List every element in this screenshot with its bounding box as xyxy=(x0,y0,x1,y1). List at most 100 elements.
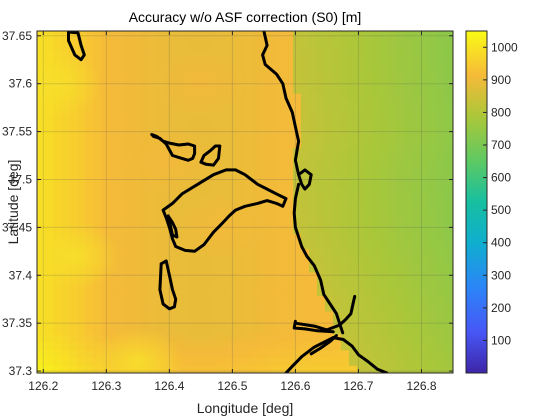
heatmap-cell xyxy=(421,264,430,273)
heatmap-cell xyxy=(325,279,334,289)
heatmap-cell xyxy=(413,310,422,320)
heatmap-cell xyxy=(333,209,342,219)
heatmap-cell xyxy=(325,209,334,219)
heatmap-cell xyxy=(205,178,214,188)
heatmap-cell xyxy=(85,318,94,327)
heatmap-cell xyxy=(221,124,230,133)
heatmap-cell xyxy=(245,163,254,172)
heatmap-cell xyxy=(373,155,382,164)
heatmap-cell xyxy=(333,303,342,312)
heatmap-cell xyxy=(261,310,270,320)
heatmap-cell xyxy=(277,287,286,296)
heatmap-cell xyxy=(357,139,366,149)
heatmap-cell xyxy=(125,108,134,118)
heatmap-cell xyxy=(245,279,254,289)
heatmap-cell xyxy=(413,139,422,149)
heatmap-cell xyxy=(405,54,414,63)
coastline-path xyxy=(261,31,313,191)
heatmap-cell xyxy=(101,93,110,102)
heatmap-cell xyxy=(149,318,158,327)
heatmap-cell xyxy=(413,264,422,273)
heatmap-cell xyxy=(373,264,382,273)
heatmap-cell xyxy=(53,209,62,219)
heatmap-cell xyxy=(397,217,406,226)
heatmap-cell xyxy=(101,326,110,335)
heatmap-cell xyxy=(133,194,142,203)
heatmap-cell xyxy=(125,225,134,234)
heatmap-cell xyxy=(269,93,278,102)
heatmap-cell xyxy=(413,31,422,40)
heatmap-cell xyxy=(181,341,190,351)
heatmap-cell xyxy=(349,147,358,156)
chart-title: Accuracy w/o ASF correction (S0) [m] xyxy=(129,9,362,25)
heatmap-cell xyxy=(421,163,430,172)
heatmap-cell xyxy=(293,202,302,211)
heatmap-cell xyxy=(317,318,326,327)
heatmap-cell xyxy=(61,38,70,48)
heatmap-cell xyxy=(237,178,246,188)
heatmap-cell xyxy=(101,62,110,71)
heatmap-cell xyxy=(429,31,438,40)
heatmap-cell xyxy=(349,85,358,94)
heatmap-cell xyxy=(405,279,414,289)
heatmap-cell xyxy=(45,124,54,133)
heatmap-cell xyxy=(421,178,430,188)
heatmap-cell xyxy=(237,62,246,71)
heatmap-cell xyxy=(429,62,438,71)
heatmap-cell xyxy=(357,116,366,125)
heatmap-cell xyxy=(429,318,438,327)
heatmap-cell xyxy=(413,108,422,118)
heatmap-cell xyxy=(37,209,46,219)
heatmap-cell xyxy=(341,155,350,164)
heatmap-cell xyxy=(101,147,110,156)
heatmap-cell xyxy=(261,186,270,195)
heatmap-cell xyxy=(69,38,78,48)
heatmap-cell xyxy=(397,365,406,373)
heatmap-cell xyxy=(389,209,398,219)
heatmap-cell xyxy=(397,108,406,118)
heatmap-cell xyxy=(309,124,318,133)
heatmap-cell xyxy=(261,108,270,118)
heatmap-cell xyxy=(405,194,414,203)
heatmap-cell xyxy=(325,287,334,296)
heatmap-cell xyxy=(301,85,310,94)
heatmap-cell xyxy=(61,139,70,149)
heatmap-cell xyxy=(365,240,374,250)
heatmap-cell xyxy=(413,240,422,250)
heatmap-cell xyxy=(85,186,94,195)
heatmap-cell xyxy=(309,357,318,366)
heatmap-cell xyxy=(317,248,326,258)
heatmap-cell xyxy=(269,334,278,343)
heatmap-cell xyxy=(445,155,453,164)
heatmap-cell xyxy=(133,233,142,242)
heatmap-cell xyxy=(253,271,262,281)
heatmap-cell xyxy=(389,271,398,281)
coastline-path xyxy=(284,336,335,373)
heatmap-cell xyxy=(397,194,406,203)
heatmap-cell xyxy=(77,303,86,312)
heatmap-cell xyxy=(133,295,142,304)
heatmap-cell xyxy=(165,108,174,118)
heatmap-cell xyxy=(421,225,430,234)
heatmap-cell xyxy=(229,271,238,281)
heatmap-cell xyxy=(445,326,453,335)
heatmap-cell xyxy=(125,31,134,40)
heatmap-cell xyxy=(77,217,86,226)
heatmap-cell xyxy=(373,62,382,71)
heatmap-cell xyxy=(373,318,382,327)
heatmap-cell xyxy=(261,124,270,133)
heatmap-cell xyxy=(301,225,310,234)
heatmap-hotspot xyxy=(37,49,102,118)
heatmap-cell xyxy=(429,349,438,359)
heatmap-cell xyxy=(77,334,86,343)
heatmap-cell xyxy=(69,326,78,335)
heatmap-cell xyxy=(349,194,358,203)
heatmap-cell xyxy=(349,155,358,164)
heatmap-cell xyxy=(189,357,198,366)
heatmap-cell xyxy=(341,217,350,226)
heatmap-cell xyxy=(181,271,190,281)
heatmap-cell xyxy=(269,310,278,320)
heatmap-cell xyxy=(85,132,94,141)
heatmap-cell xyxy=(45,303,54,312)
heatmap-cell xyxy=(61,124,70,133)
